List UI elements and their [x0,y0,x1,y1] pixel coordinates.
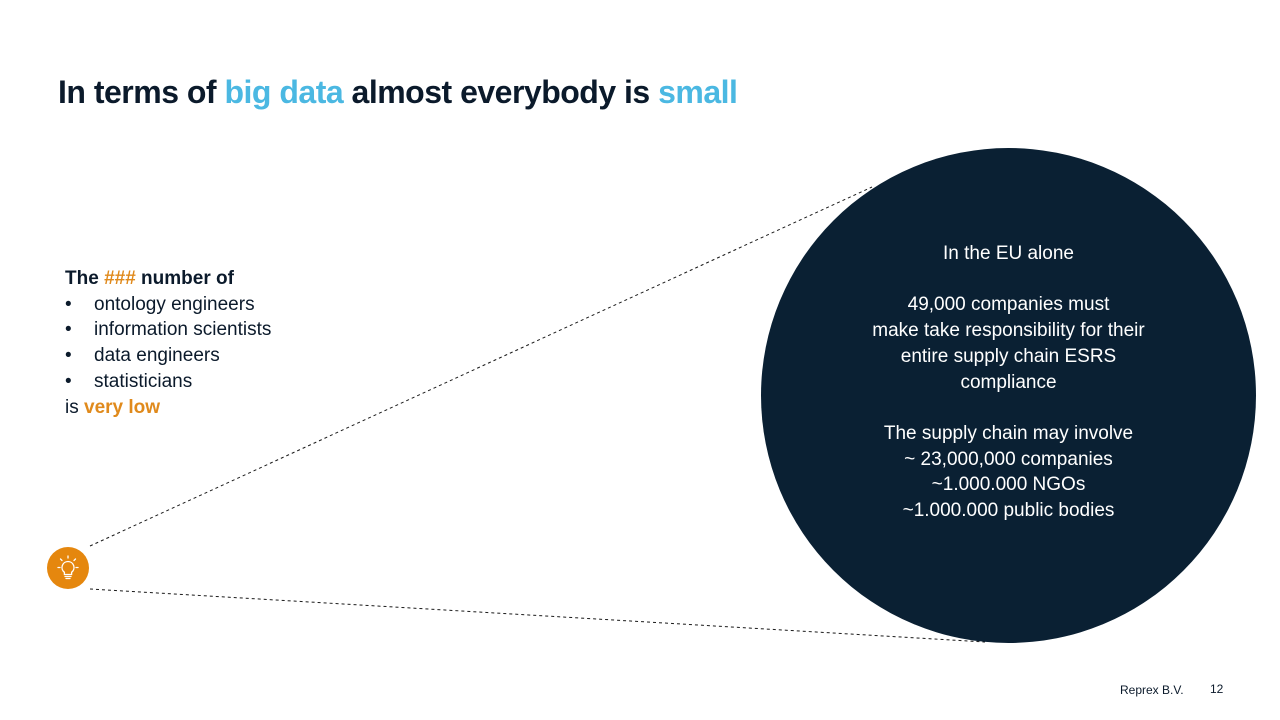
circle-line: ~ 23,000,000 companies [904,448,1113,470]
circle-line: The supply chain may involve [883,422,1134,444]
title-part-2: almost everybody is [343,74,659,110]
list-item: • statisticians [65,369,271,395]
connector-line-bottom [89,588,986,643]
circle-line: 49,000 companies must [907,294,1110,316]
page-number: 12 [1210,682,1224,696]
lightbulb-icon [47,547,89,589]
footer-company-name: Reprex B.V. [1120,683,1184,697]
circle-line: compliance [960,371,1057,393]
circle-line: make take responsibility for their [872,320,1145,342]
circle-heading: In the EU alone [943,243,1074,264]
circle-line: ~1.000.000 NGOs [931,474,1086,496]
bullet-icon: • [65,370,72,392]
circle-line: ~1.000.000 public bodies [902,500,1115,521]
number-placeholder: ### [104,268,136,289]
bullet-icon: • [65,293,72,315]
list-item: • ontology engineers [65,292,271,318]
specialists-text-block: The ### number of • ontology engineers • i… [65,266,271,420]
title-accent-big-data: big data [224,74,344,110]
title-accent-small: small [658,74,738,110]
very-low-highlight: very low [84,396,161,418]
specialists-closing-line: is very low [65,396,161,418]
title-part-1: In terms of [58,74,225,110]
zoom-circle [761,148,1256,643]
bullet-icon: • [65,345,72,367]
bullet-icon: • [65,319,72,341]
list-item: • information scientists [65,317,271,343]
slide-title: In terms of big data almost everybody is… [58,74,738,111]
specialists-intro-line: The ### number of [65,268,234,289]
circle-line: entire supply chain ESRS [900,345,1117,367]
list-item: • data engineers [65,343,271,369]
specialist-list: • ontology engineers • information scienti… [65,292,271,395]
circle-text: In the EU alone 49,000 companies must ma… [761,241,1256,524]
